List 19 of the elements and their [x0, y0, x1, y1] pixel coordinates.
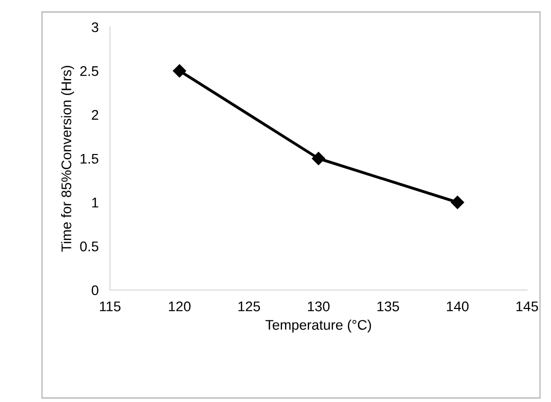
point	[172, 64, 186, 78]
y-tick-label: 0	[92, 285, 98, 296]
x-tick-label: 115	[100, 302, 120, 312]
x-tick-label: 145	[516, 302, 538, 312]
y-tick-label: 0.5	[80, 242, 98, 252]
x-tick-label: 135	[377, 301, 400, 312]
y-axis-title: Time for 85%Conversion (Hrs)	[61, 66, 74, 252]
y-tick-label: 1	[92, 198, 98, 208]
x-tick-label: 140	[446, 301, 469, 312]
y-tick-label: 2.5	[80, 66, 98, 76]
y-tick-label: 1.5	[80, 154, 98, 164]
x-tick-label: 125	[238, 301, 260, 312]
x-tick-label: 130	[308, 301, 330, 312]
y-tick-label: 3	[92, 22, 98, 32]
x-axis-title: Temperature (°C)	[265, 320, 371, 333]
point	[312, 152, 326, 166]
x-tick-label: 120	[168, 301, 191, 312]
point	[450, 196, 464, 209]
y-tick-label: 2	[92, 110, 98, 120]
